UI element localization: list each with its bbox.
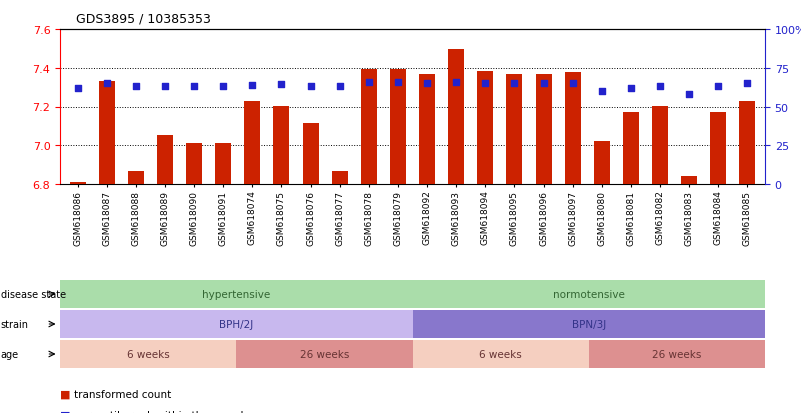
Bar — [273, 107, 289, 185]
Point — [625, 85, 638, 92]
Bar — [186, 144, 202, 185]
Point — [217, 83, 230, 90]
Point — [712, 84, 725, 90]
Point — [304, 83, 317, 90]
Point — [71, 85, 84, 92]
Point — [392, 79, 405, 86]
Point — [508, 81, 521, 88]
Point — [682, 92, 695, 98]
Bar — [449, 50, 465, 185]
Text: percentile rank within the sample: percentile rank within the sample — [74, 410, 251, 413]
Bar — [681, 176, 697, 185]
Bar — [70, 183, 86, 185]
Text: hypertensive: hypertensive — [202, 289, 271, 299]
Text: age: age — [1, 349, 19, 359]
Bar — [332, 172, 348, 185]
Point — [187, 84, 200, 90]
Bar — [652, 107, 668, 185]
Bar — [710, 113, 727, 185]
Bar — [390, 69, 406, 185]
Point — [100, 81, 113, 88]
Point — [450, 80, 463, 87]
Text: 26 weeks: 26 weeks — [652, 349, 702, 359]
Point — [537, 81, 550, 88]
Point — [275, 81, 288, 88]
Bar — [215, 144, 231, 185]
Point — [479, 81, 492, 88]
Bar — [157, 135, 173, 185]
Text: 26 weeks: 26 weeks — [300, 349, 349, 359]
Bar — [244, 102, 260, 185]
Text: strain: strain — [1, 319, 29, 329]
Text: GDS3895 / 10385353: GDS3895 / 10385353 — [76, 13, 211, 26]
Point — [595, 88, 608, 95]
Text: BPN/3J: BPN/3J — [572, 319, 606, 329]
Text: ■: ■ — [60, 410, 74, 413]
Bar — [565, 72, 581, 185]
Text: disease state: disease state — [1, 289, 66, 299]
Bar — [419, 74, 435, 185]
Point — [362, 80, 375, 87]
Bar — [477, 71, 493, 185]
Point — [741, 81, 754, 88]
Point — [333, 84, 346, 90]
Bar — [360, 69, 376, 185]
Text: BPH/2J: BPH/2J — [219, 319, 253, 329]
Bar — [536, 74, 552, 185]
Point — [566, 81, 579, 88]
Point — [159, 83, 171, 90]
Bar — [303, 123, 319, 185]
Point — [246, 82, 259, 89]
Text: ■: ■ — [60, 389, 74, 399]
Bar — [594, 142, 610, 185]
Bar — [739, 102, 755, 185]
Bar — [128, 172, 144, 185]
Text: 6 weeks: 6 weeks — [127, 349, 170, 359]
Bar — [623, 113, 639, 185]
Point — [130, 84, 143, 90]
Bar — [99, 82, 115, 185]
Point — [654, 84, 666, 90]
Text: 6 weeks: 6 weeks — [479, 349, 522, 359]
Bar — [506, 74, 522, 185]
Point — [421, 81, 433, 88]
Text: normotensive: normotensive — [553, 289, 625, 299]
Text: transformed count: transformed count — [74, 389, 171, 399]
